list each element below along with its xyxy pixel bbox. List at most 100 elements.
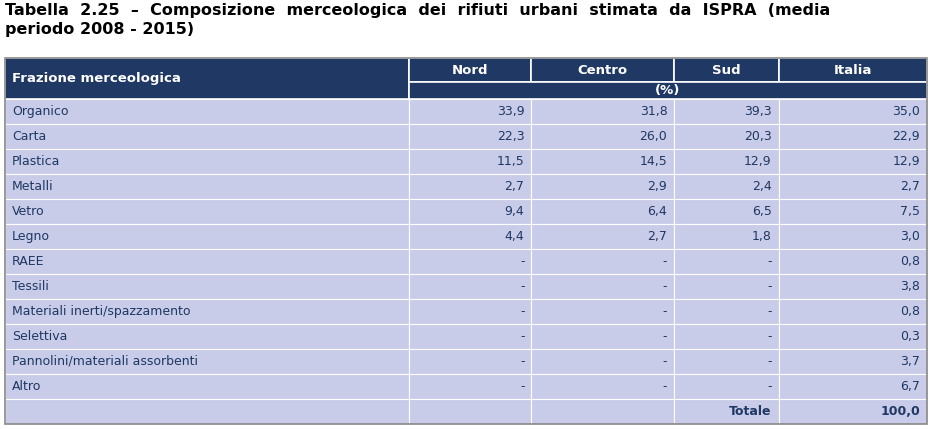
Bar bbox=[5, 149, 409, 174]
Text: 33,9: 33,9 bbox=[497, 105, 525, 118]
Text: 9,4: 9,4 bbox=[505, 205, 525, 218]
Bar bbox=[531, 249, 675, 274]
Text: Carta: Carta bbox=[12, 130, 47, 143]
Bar bbox=[675, 374, 778, 399]
Text: 20,3: 20,3 bbox=[744, 130, 772, 143]
Bar bbox=[531, 274, 675, 299]
Bar bbox=[675, 174, 778, 199]
Text: 3,0: 3,0 bbox=[900, 230, 920, 243]
Bar bbox=[675, 349, 778, 374]
Bar bbox=[5, 274, 409, 299]
Text: Sud: Sud bbox=[712, 63, 741, 76]
Text: Centro: Centro bbox=[578, 63, 628, 76]
Bar bbox=[675, 399, 778, 424]
Bar bbox=[531, 224, 675, 249]
Bar bbox=[675, 199, 778, 224]
Bar bbox=[409, 324, 531, 349]
Text: 0,3: 0,3 bbox=[900, 330, 920, 343]
Bar bbox=[778, 174, 927, 199]
Bar bbox=[409, 58, 531, 82]
Bar bbox=[409, 82, 927, 99]
Text: 0,8: 0,8 bbox=[900, 305, 920, 318]
Text: Totale: Totale bbox=[729, 405, 772, 418]
Bar bbox=[778, 99, 927, 124]
Bar bbox=[778, 58, 927, 82]
Bar bbox=[5, 374, 409, 399]
Text: 2,7: 2,7 bbox=[504, 180, 525, 193]
Bar bbox=[409, 99, 531, 124]
Bar bbox=[778, 124, 927, 149]
Text: -: - bbox=[767, 330, 772, 343]
Bar bbox=[5, 199, 409, 224]
Text: periodo 2008 - 2015): periodo 2008 - 2015) bbox=[5, 22, 194, 37]
Bar bbox=[778, 274, 927, 299]
Bar bbox=[778, 349, 927, 374]
Bar bbox=[531, 324, 675, 349]
Text: Metalli: Metalli bbox=[12, 180, 54, 193]
Bar bbox=[409, 124, 531, 149]
Text: -: - bbox=[767, 255, 772, 268]
Text: 12,9: 12,9 bbox=[892, 155, 920, 168]
Text: -: - bbox=[663, 280, 667, 293]
Text: 2,7: 2,7 bbox=[900, 180, 920, 193]
Text: Vetro: Vetro bbox=[12, 205, 45, 218]
Text: Plastica: Plastica bbox=[12, 155, 61, 168]
Bar bbox=[675, 324, 778, 349]
Bar bbox=[778, 199, 927, 224]
Bar bbox=[531, 374, 675, 399]
Bar bbox=[778, 249, 927, 274]
Text: Materiali inerti/spazzamento: Materiali inerti/spazzamento bbox=[12, 305, 190, 318]
Text: -: - bbox=[663, 380, 667, 393]
Text: 39,3: 39,3 bbox=[744, 105, 772, 118]
Text: Tabella  2.25  –  Composizione  merceologica  dei  rifiuti  urbani  stimata  da : Tabella 2.25 – Composizione merceologica… bbox=[5, 3, 830, 18]
Bar bbox=[531, 58, 675, 82]
Bar bbox=[409, 374, 531, 399]
Bar bbox=[675, 224, 778, 249]
Bar bbox=[409, 199, 531, 224]
Text: 26,0: 26,0 bbox=[639, 130, 667, 143]
Text: 6,7: 6,7 bbox=[900, 380, 920, 393]
Text: -: - bbox=[520, 255, 525, 268]
Text: 12,9: 12,9 bbox=[744, 155, 772, 168]
Text: -: - bbox=[520, 330, 525, 343]
Bar bbox=[5, 58, 409, 99]
Bar bbox=[675, 99, 778, 124]
Text: 3,7: 3,7 bbox=[900, 355, 920, 368]
Text: 22,9: 22,9 bbox=[892, 130, 920, 143]
Text: Tessili: Tessili bbox=[12, 280, 48, 293]
Text: Italia: Italia bbox=[833, 63, 872, 76]
Bar bbox=[5, 99, 409, 124]
Bar bbox=[531, 199, 675, 224]
Text: -: - bbox=[767, 380, 772, 393]
Text: Pannolini/materiali assorbenti: Pannolini/materiali assorbenti bbox=[12, 355, 198, 368]
Text: 2,4: 2,4 bbox=[752, 180, 772, 193]
Bar bbox=[409, 174, 531, 199]
Text: 6,5: 6,5 bbox=[752, 205, 772, 218]
Text: Nord: Nord bbox=[452, 63, 488, 76]
Text: 14,5: 14,5 bbox=[639, 155, 667, 168]
Text: 100,0: 100,0 bbox=[880, 405, 920, 418]
Bar bbox=[5, 249, 409, 274]
Text: 2,7: 2,7 bbox=[648, 230, 667, 243]
Text: Legno: Legno bbox=[12, 230, 50, 243]
Text: (%): (%) bbox=[655, 84, 680, 97]
Bar bbox=[675, 274, 778, 299]
Text: 3,8: 3,8 bbox=[900, 280, 920, 293]
Bar bbox=[778, 374, 927, 399]
Bar bbox=[778, 224, 927, 249]
Text: 31,8: 31,8 bbox=[639, 105, 667, 118]
Text: Organico: Organico bbox=[12, 105, 68, 118]
Bar bbox=[5, 299, 409, 324]
Text: -: - bbox=[767, 280, 772, 293]
Text: Selettiva: Selettiva bbox=[12, 330, 67, 343]
Text: 6,4: 6,4 bbox=[648, 205, 667, 218]
Text: 4,4: 4,4 bbox=[505, 230, 525, 243]
Text: -: - bbox=[767, 355, 772, 368]
Bar bbox=[5, 224, 409, 249]
Bar bbox=[5, 324, 409, 349]
Bar bbox=[778, 324, 927, 349]
Bar bbox=[5, 58, 927, 424]
Text: -: - bbox=[520, 380, 525, 393]
Bar bbox=[778, 149, 927, 174]
Bar bbox=[5, 349, 409, 374]
